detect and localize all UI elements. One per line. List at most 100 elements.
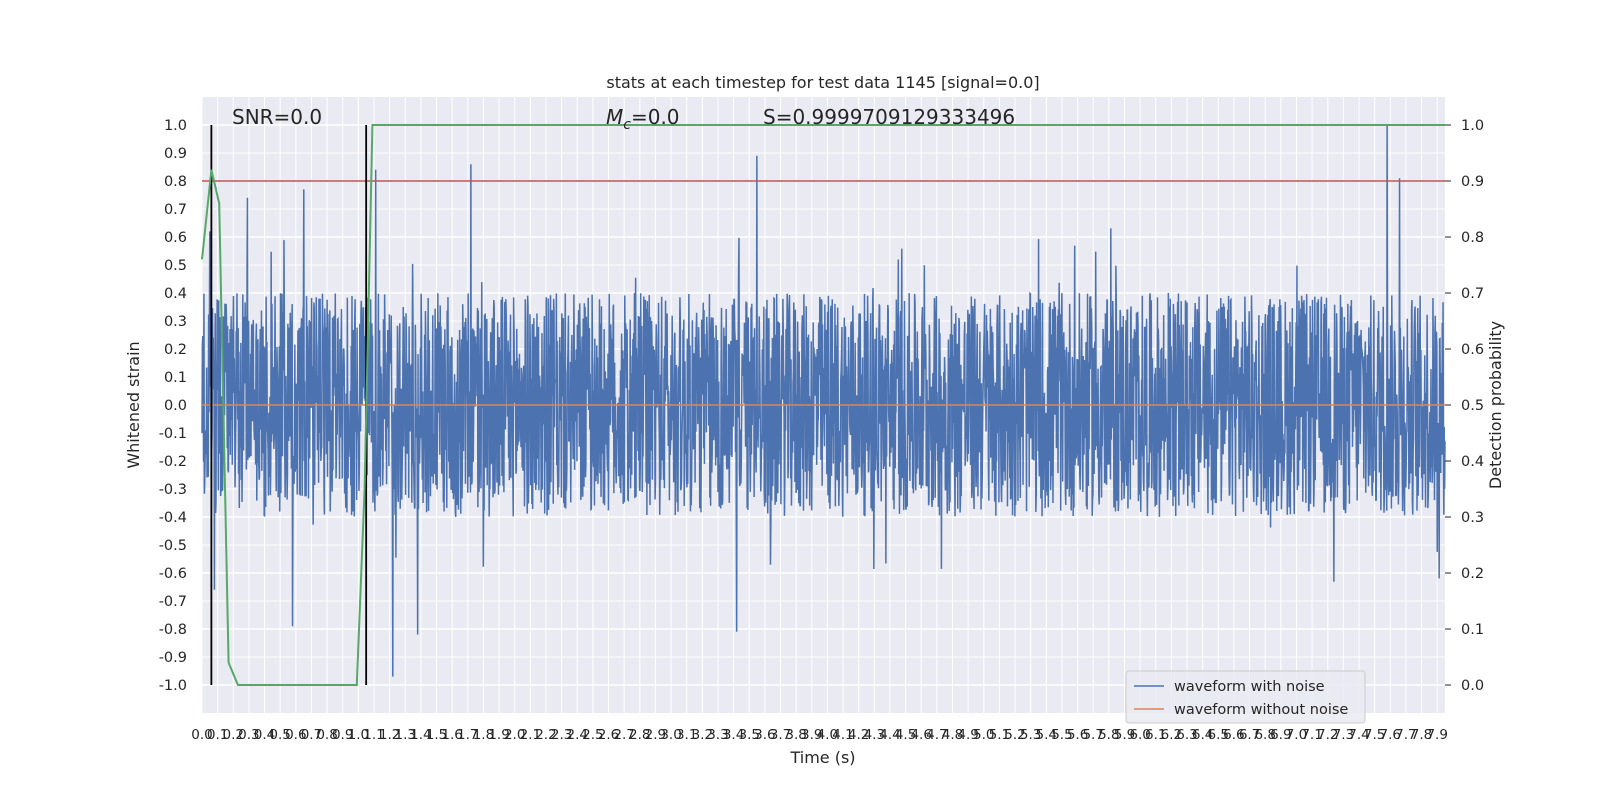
series-detection-probability [201,124,1445,686]
x-tick-label: 7.5 [1364,727,1385,743]
x-tick-label: 5.8 [1098,727,1119,743]
x-tick-label: 0.4 [254,727,275,743]
y-left-tick-label: -0.5 [159,538,187,554]
mc-annotation: Mc=0.0 [606,105,680,133]
x-tick-label: 4.4 [879,727,900,743]
x-tick-label: 3.1 [676,727,697,743]
x-tick-label: 7.9 [1426,727,1447,743]
probability-trace [201,124,1445,686]
legend-box [1125,670,1366,724]
x-tick-label: 3.2 [692,727,713,743]
x-tick-label: 5.6 [1067,727,1088,743]
x-tick-label: 0.3 [238,727,259,743]
s-annotation: S=0.9999709129333496 [763,105,1015,129]
series-waveform-with-noise [201,124,1446,677]
y-left-tick-label: -0.8 [159,622,187,638]
x-tick-label: 7.8 [1411,727,1432,743]
x-tick-label: 1.8 [473,727,494,743]
x-tick-label: 3.6 [754,727,775,743]
y-left-tick-label: -0.3 [159,482,187,498]
y-right-tick-label: 0.6 [1461,342,1484,358]
snr-annotation: SNR=0.0 [232,105,322,129]
y-right-tick-label: 0.9 [1461,174,1484,190]
x-tick-label: 7.0 [1286,727,1307,743]
x-tick-label: 6.9 [1270,727,1291,743]
x-tick-label: 6.7 [1239,727,1260,743]
x-tick-label: 1.2 [379,727,400,743]
y-right-tick-label: 0.2 [1461,566,1484,582]
x-tick-label: 7.6 [1380,727,1401,743]
y-left-tick-label: -0.4 [159,510,187,526]
y-left-tick-labels: -1.0 -0.9 -0.8 -0.7 -0.6 -0.5 -0.4 -0.3 -0.2 -0.1… [159,118,187,694]
x-tick-label: 5.7 [1082,727,1103,743]
x-tick-label: 1.5 [426,727,447,743]
x-tick-label: 6.3 [1176,727,1197,743]
x-tick-label: 2.9 [645,727,666,743]
y-left-tick-label: 0.5 [164,258,187,274]
y-left-axis-label: Whitened strain [124,341,143,468]
x-tick-label: 4.9 [957,727,978,743]
x-tick-label: 5.1 [989,727,1010,743]
x-tick-label: 4.2 [848,727,869,743]
x-tick-label: 0.0 [191,727,212,743]
x-tick-label: 4.7 [926,727,947,743]
y-left-tick-label: 0.1 [164,370,187,386]
x-tick-label: 6.1 [1145,727,1166,743]
y-left-tick-label: -0.9 [159,650,187,666]
chart-title: stats at each timestep for test data 114… [606,73,1039,92]
x-tick-label: 0.6 [285,727,306,743]
x-tick-label: 6.6 [1223,727,1244,743]
x-tick-label: 0.1 [207,727,228,743]
x-tick-label: 7.1 [1301,727,1322,743]
y-left-tick-label: -0.7 [159,594,187,610]
y-left-tick-label: 0.8 [164,174,187,190]
x-tick-label: 7.2 [1317,727,1338,743]
x-tick-label: 3.5 [738,727,759,743]
x-tick-label: 5.2 [1004,727,1025,743]
x-tick-label: 1.6 [441,727,462,743]
x-tick-label: 2.6 [598,727,619,743]
x-tick-label: 6.4 [1192,727,1213,743]
y-left-tick-label: 0.0 [164,398,187,414]
x-tick-label: 7.4 [1348,727,1369,743]
mc-symbol: M [606,105,623,129]
x-tick-label: 2.5 [582,727,603,743]
mc-subscript: c [623,117,631,133]
x-tick-label: 0.8 [316,727,337,743]
y-left-tick-label: -0.2 [159,454,187,470]
y-right-tick-labels: 0.0 0.1 0.2 0.3 0.4 0.5 0.6 0.7 0.8 0.9 1.0 [1445,118,1484,694]
x-tick-label: 0.7 [301,727,322,743]
x-tick-labels: 0.00.10.20.30.40.50.60.70.80.91.01.11.21… [191,727,1448,743]
x-tick-label: 5.9 [1114,727,1135,743]
y-left-tick-label: -0.6 [159,566,187,582]
x-tick-label: 3.3 [707,727,728,743]
y-right-tick-label: 0.3 [1461,510,1484,526]
x-tick-label: 7.7 [1395,727,1416,743]
x-tick-label: 3.0 [660,727,681,743]
y-left-tick-label: 0.6 [164,230,187,246]
x-axis-label: Time (s) [789,748,855,767]
y-right-tick-label: 1.0 [1461,118,1484,134]
y-left-tick-label: -1.0 [159,678,187,694]
x-tick-label: 0.2 [223,727,244,743]
y-right-tick-label: 0.4 [1461,454,1484,470]
y-right-tick-label: 0.8 [1461,230,1484,246]
x-tick-label: 4.0 [817,727,838,743]
x-tick-label: 3.9 [801,727,822,743]
legend-label-noise: waveform with noise [1174,679,1325,695]
y-right-axis-label: Detection probability [1486,321,1505,489]
y-left-tick-label: 1.0 [164,118,187,134]
x-tick-label: 3.4 [723,727,744,743]
x-tick-label: 2.3 [551,727,572,743]
y-right-tick-label: 0.0 [1461,678,1484,694]
x-tick-label: 4.8 [942,727,963,743]
x-tick-label: 6.2 [1161,727,1182,743]
mc-value: =0.0 [631,105,680,129]
y-right-tick-label: 0.7 [1461,286,1484,302]
x-tick-label: 5.3 [1020,727,1041,743]
x-tick-label: 0.9 [332,727,353,743]
x-tick-label: 6.5 [1208,727,1229,743]
noise-trace [201,124,1446,677]
y-left-tick-label: 0.3 [164,314,187,330]
